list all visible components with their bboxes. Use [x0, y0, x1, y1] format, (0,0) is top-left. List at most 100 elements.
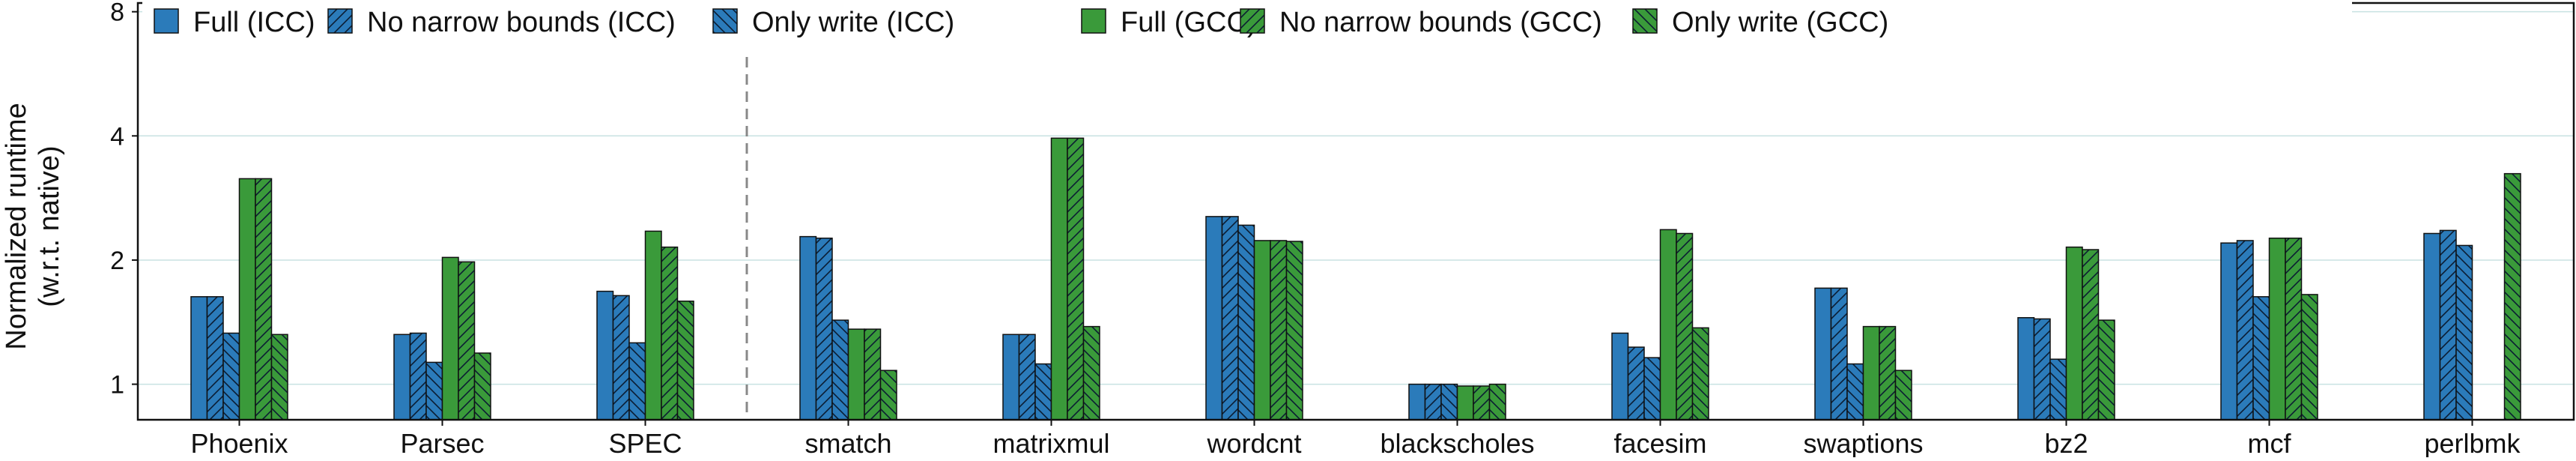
bar-phoenix-full-icc: [190, 296, 208, 421]
x-tick-label-blackscholes: blackscholes: [1380, 428, 1534, 457]
bar-matrixmul-full-gcc: [1050, 137, 1068, 421]
bar-bz2-full-icc: [2017, 317, 2035, 421]
bar-facesim-no-narrow-bounds-gcc: [1676, 232, 1694, 421]
x-tick-label-mcf: mcf: [2248, 428, 2292, 457]
legend-label-only-write-icc: Only write (ICC): [752, 7, 954, 38]
bar-matrixmul-only-write-icc: [1034, 363, 1052, 421]
legend-label-no-narrow-bounds-icc: No narrow bounds (ICC): [367, 7, 676, 38]
bar-swaptions-only-write-icc: [1846, 363, 1864, 421]
legend-swatch-no-narrow-bounds-icc: [327, 8, 353, 34]
bar-spec-no-narrow-bounds-gcc: [661, 246, 679, 421]
bar-blackscholes-no-narrow-bounds-gcc: [1473, 385, 1491, 421]
y-axis-title-line-1: Normalized runtime: [1, 103, 32, 349]
bar-phoenix-full-gcc: [238, 178, 256, 421]
bar-perlbmk-only-write-gcc: [2503, 172, 2521, 421]
bar-parsec-only-write-icc: [425, 361, 443, 421]
bar-blackscholes-full-gcc: [1456, 385, 1474, 421]
legend-label-no-narrow-bounds-gcc: No narrow bounds (GCC): [1279, 7, 1602, 38]
bar-perlbmk-no-narrow-bounds-icc: [2439, 229, 2457, 421]
bar-matrixmul-full-icc: [1002, 334, 1020, 421]
bar-wordcnt-full-gcc: [1253, 240, 1271, 421]
bar-facesim-only-write-gcc: [1691, 327, 1709, 421]
legend-label-full-icc: Full (ICC): [193, 7, 315, 38]
bar-perlbmk-full-icc: [2423, 232, 2441, 421]
legend-swatch-no-narrow-bounds-gcc: [1240, 8, 1265, 34]
bar-mcf-only-write-gcc: [2300, 294, 2318, 421]
bar-phoenix-no-narrow-bounds-gcc: [255, 178, 273, 421]
x-tick-label-spec: SPEC: [608, 428, 682, 457]
x-tick-label-swaptions: swaptions: [1803, 428, 1923, 457]
legend: Full (ICC) No narrow bounds (ICC) Only wri…: [142, 0, 2352, 46]
legend-swatch-full-icc: [154, 8, 179, 34]
bar-parsec-only-write-gcc: [473, 352, 491, 421]
bar-bz2-no-narrow-bounds-gcc: [2082, 249, 2100, 421]
bar-wordcnt-only-write-icc: [1237, 224, 1255, 421]
bar-blackscholes-no-narrow-bounds-icc: [1424, 383, 1442, 421]
bar-mcf-only-write-icc: [2252, 296, 2270, 421]
x-tick-label-phoenix: Phoenix: [190, 428, 288, 457]
bar-spec-only-write-gcc: [676, 301, 694, 421]
legend-swatch-only-write-gcc: [1632, 8, 1658, 34]
bar-bz2-full-gcc: [2065, 246, 2083, 421]
legend-swatch-only-write-icc: [712, 8, 738, 34]
bars-layer: [190, 137, 2521, 421]
bar-mcf-no-narrow-bounds-gcc: [2285, 237, 2303, 421]
bar-facesim-full-icc: [1611, 332, 1629, 421]
bar-smatch-no-narrow-bounds-gcc: [864, 328, 882, 421]
bar-parsec-full-icc: [393, 334, 411, 421]
x-tick-label-matrixmul: matrixmul: [992, 428, 1109, 457]
bar-swaptions-full-icc: [1814, 287, 1832, 421]
labels-layer: 1 2 4 8 Normalized runtime (w.r.t. native) Pho…: [1, 0, 2521, 459]
bar-smatch-only-write-icc: [831, 319, 849, 421]
bar-spec-only-write-icc: [628, 342, 646, 421]
bar-matrixmul-only-write-gcc: [1082, 325, 1100, 421]
bar-blackscholes-only-write-icc: [1440, 383, 1458, 421]
bar-matrixmul-no-narrow-bounds-gcc: [1067, 137, 1085, 421]
bar-blackscholes-full-icc: [1408, 383, 1426, 421]
bar-spec-full-gcc: [644, 230, 662, 421]
bar-smatch-only-write-gcc: [879, 370, 897, 421]
x-tick-label-smatch: smatch: [804, 428, 891, 457]
bar-blackscholes-only-write-gcc: [1488, 383, 1506, 421]
bar-smatch-no-narrow-bounds-icc: [815, 237, 833, 421]
bar-phoenix-only-write-gcc: [270, 334, 288, 421]
x-tick-label-bz2: bz2: [2044, 428, 2088, 457]
bar-mcf-no-narrow-bounds-icc: [2236, 240, 2254, 421]
bar-swaptions-no-narrow-bounds-icc: [1830, 287, 1848, 421]
bar-wordcnt-no-narrow-bounds-gcc: [1270, 240, 1288, 421]
x-tick-label-facesim: facesim: [1613, 428, 1706, 457]
grid-lines: [138, 10, 2574, 385]
bar-bz2-only-write-gcc: [2097, 319, 2115, 421]
bar-mcf-full-icc: [2220, 242, 2238, 421]
x-tick-label-wordcnt: wordcnt: [1206, 428, 1301, 457]
bar-bz2-only-write-icc: [2049, 358, 2067, 421]
bar-swaptions-full-gcc: [1862, 325, 1880, 421]
y-tick-label-1: 1: [110, 371, 124, 400]
legend-label-only-write-gcc: Only write (GCC): [1672, 7, 1888, 38]
bar-wordcnt-only-write-gcc: [1285, 241, 1303, 421]
bar-facesim-no-narrow-bounds-icc: [1627, 346, 1645, 421]
bar-spec-full-icc: [596, 290, 614, 421]
y-tick-label-4: 4: [110, 122, 124, 151]
bar-wordcnt-no-narrow-bounds-icc: [1221, 216, 1239, 421]
bar-facesim-full-gcc: [1659, 229, 1677, 421]
bar-matrixmul-no-narrow-bounds-icc: [1018, 334, 1036, 421]
bar-parsec-full-gcc: [441, 256, 459, 421]
y-axis-title-line-2: (w.r.t. native): [34, 145, 65, 307]
bar-smatch-full-gcc: [847, 328, 865, 421]
bar-facesim-only-write-icc: [1643, 357, 1661, 421]
bar-phoenix-no-narrow-bounds-icc: [206, 296, 224, 421]
x-tick-label-parsec: Parsec: [400, 428, 484, 457]
bar-perlbmk-only-write-icc: [2455, 244, 2473, 421]
legend-label-full-gcc: Full (GCC): [1121, 7, 1257, 38]
bar-parsec-no-narrow-bounds-icc: [409, 332, 427, 421]
x-tick-label-perlbmk: perlbmk: [2424, 428, 2521, 457]
bar-swaptions-no-narrow-bounds-gcc: [1879, 325, 1897, 421]
bar-phoenix-only-write-icc: [222, 332, 240, 421]
y-tick-label-2: 2: [110, 247, 124, 275]
y-tick-label-8: 8: [110, 0, 124, 27]
bar-smatch-full-icc: [799, 235, 817, 421]
bar-swaptions-only-write-gcc: [1894, 370, 1912, 421]
